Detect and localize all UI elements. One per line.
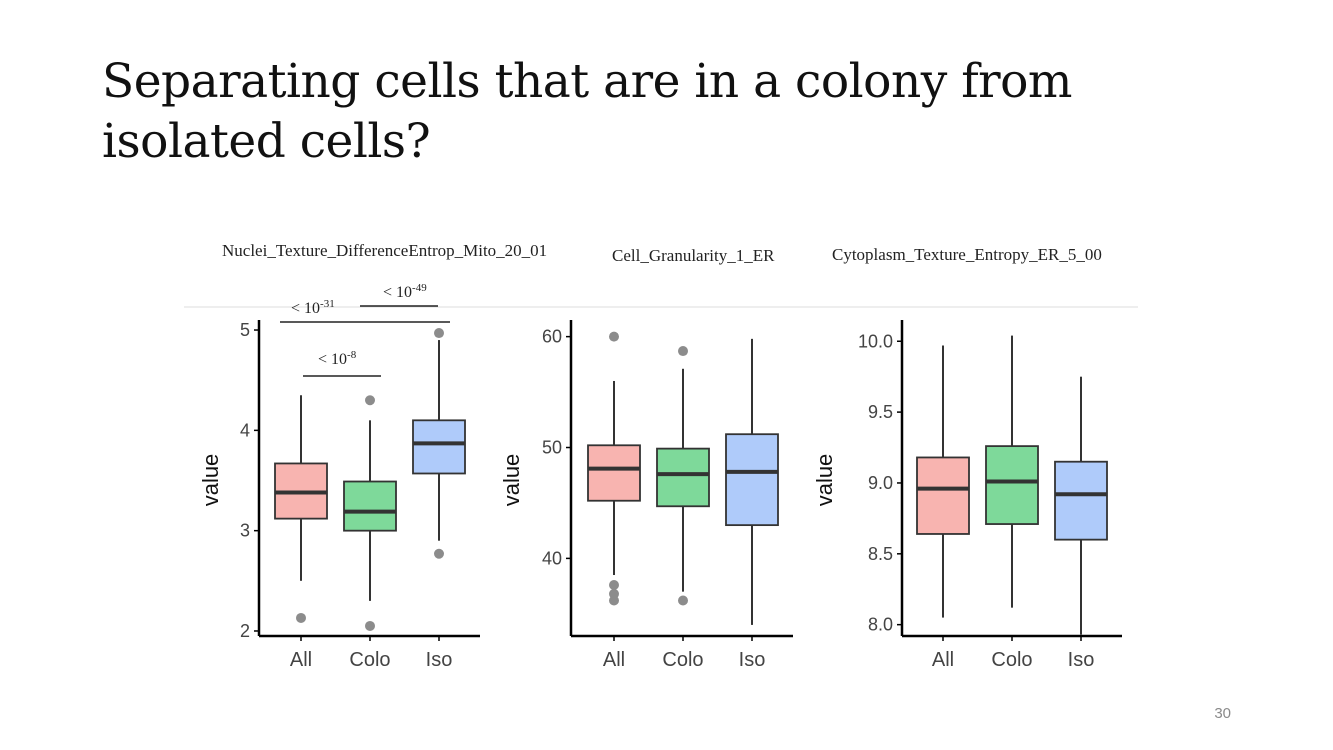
y-tick-label: 50 bbox=[542, 438, 562, 458]
y-tick-label: 9.5 bbox=[868, 402, 893, 422]
y-tick-label: 2 bbox=[240, 621, 250, 641]
box-colo bbox=[343, 395, 397, 631]
significance-label: < 10-8 bbox=[318, 349, 357, 368]
outlier-point bbox=[678, 595, 688, 606]
iqr-box bbox=[343, 480, 397, 532]
box-all bbox=[587, 331, 641, 606]
box-iso bbox=[1054, 376, 1108, 635]
panel-title-cytoplasm: Cytoplasm_Texture_Entropy_ER_5_00 bbox=[832, 245, 1102, 264]
y-axis-label: value bbox=[812, 454, 837, 507]
page-number: 30 bbox=[1214, 705, 1231, 722]
x-tick-label: Iso bbox=[426, 649, 453, 671]
box-colo bbox=[656, 346, 710, 606]
iqr-box bbox=[412, 419, 466, 475]
significance-label: < 10-49 bbox=[383, 282, 427, 301]
iqr-box bbox=[916, 456, 970, 535]
outlier-point bbox=[434, 328, 444, 339]
outlier-point bbox=[296, 612, 306, 623]
box-all bbox=[274, 395, 328, 623]
significance-label: < 10-31 bbox=[291, 298, 335, 317]
outlier-point bbox=[609, 595, 619, 606]
iqr-box bbox=[985, 445, 1039, 525]
y-tick-label: 5 bbox=[240, 320, 250, 340]
x-tick-label: Colo bbox=[662, 649, 703, 671]
box-plot-panel-3: 8.0 8.5 9.0 9.5 10.0 value All Colo Iso bbox=[812, 320, 1122, 671]
y-tick-label: 3 bbox=[240, 521, 250, 541]
significance-annotation: < 10-49 bbox=[360, 282, 438, 307]
box-plot-panel-1: 2 3 4 5 value All Colo Iso bbox=[198, 320, 480, 671]
outlier-point bbox=[365, 395, 375, 406]
x-tick-label: Colo bbox=[349, 649, 390, 671]
y-axis-label: value bbox=[198, 454, 223, 507]
y-tick-label: 10.0 bbox=[858, 331, 893, 351]
x-tick-label: All bbox=[603, 649, 625, 671]
box-plot-panel-2: 40 50 60 value All Colo Iso bbox=[499, 320, 793, 671]
iqr-box bbox=[1054, 460, 1108, 541]
outlier-point bbox=[434, 548, 444, 559]
outlier-point bbox=[365, 620, 375, 631]
x-tick-label: Iso bbox=[1068, 649, 1095, 671]
panel-title-granularity: Cell_Granularity_1_ER bbox=[612, 246, 775, 265]
panel-title-nuclei: Nuclei_Texture_DifferenceEntrop_Mito_20_… bbox=[222, 241, 548, 260]
box-colo bbox=[985, 335, 1039, 608]
y-axis-label: value bbox=[499, 454, 524, 507]
outlier-point bbox=[609, 579, 619, 590]
y-tick-label: 40 bbox=[542, 548, 562, 568]
box-iso bbox=[725, 338, 779, 625]
iqr-box bbox=[656, 447, 710, 508]
iqr-box bbox=[725, 433, 779, 527]
x-tick-label: Colo bbox=[991, 649, 1032, 671]
x-tick-label: Iso bbox=[739, 649, 766, 671]
y-tick-label: 60 bbox=[542, 327, 562, 347]
slide-title: Separating cells that are in a colony fr… bbox=[102, 54, 1072, 169]
outlier-point bbox=[678, 346, 688, 357]
y-tick-label: 4 bbox=[240, 420, 250, 440]
box-all bbox=[916, 345, 970, 618]
outlier-point bbox=[609, 331, 619, 342]
x-tick-label: All bbox=[290, 649, 312, 671]
significance-annotation: < 10-8 bbox=[303, 349, 381, 377]
significance-annotation: < 10-31 bbox=[280, 298, 450, 323]
y-tick-label: 9.0 bbox=[868, 473, 893, 493]
iqr-box bbox=[587, 444, 641, 502]
x-tick-label: All bbox=[932, 649, 954, 671]
y-tick-label: 8.0 bbox=[868, 615, 893, 635]
box-iso bbox=[412, 328, 466, 559]
y-tick-label: 8.5 bbox=[868, 544, 893, 564]
